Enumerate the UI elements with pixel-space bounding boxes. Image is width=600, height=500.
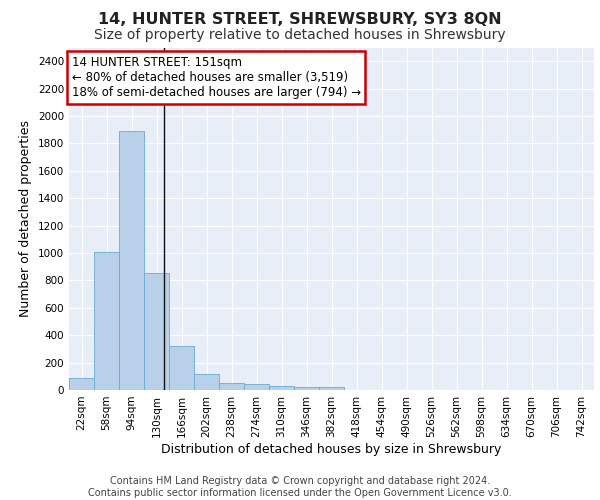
Bar [194,374,219,390]
Bar [244,384,269,390]
Text: 14, HUNTER STREET, SHREWSBURY, SY3 8QN: 14, HUNTER STREET, SHREWSBURY, SY3 8QN [98,12,502,28]
Text: Size of property relative to detached houses in Shrewsbury: Size of property relative to detached ho… [94,28,506,42]
Bar [219,383,244,390]
Bar [319,388,344,390]
Bar [294,388,319,390]
Bar [269,386,294,390]
Bar [69,378,94,390]
Text: 14 HUNTER STREET: 151sqm
← 80% of detached houses are smaller (3,519)
18% of sem: 14 HUNTER STREET: 151sqm ← 80% of detach… [71,56,361,99]
Y-axis label: Number of detached properties: Number of detached properties [19,120,32,318]
Bar [169,346,194,390]
Bar [144,273,169,390]
X-axis label: Distribution of detached houses by size in Shrewsbury: Distribution of detached houses by size … [161,442,502,456]
Bar [94,252,119,390]
Text: Contains HM Land Registry data © Crown copyright and database right 2024.
Contai: Contains HM Land Registry data © Crown c… [88,476,512,498]
Bar [119,131,144,390]
